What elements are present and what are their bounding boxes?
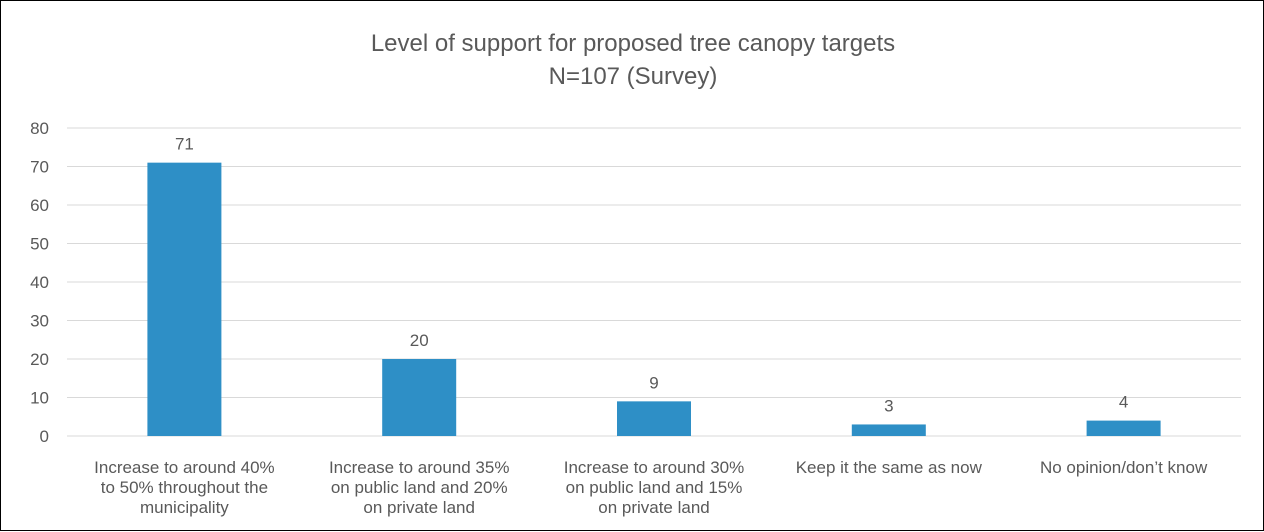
category-label-line: Increase to around 30% (564, 458, 745, 477)
category-label-line: Keep it the same as now (796, 458, 983, 477)
category-label-line: No opinion/don’t know (1040, 458, 1208, 477)
category-label-line: to 50% throughout the (101, 478, 268, 497)
chart-subtitle: N=107 (Survey) (549, 63, 718, 90)
gridlines (67, 127, 1241, 437)
chart-title: Level of support for proposed tree canop… (371, 30, 895, 57)
data-labels: 71 20 9 3 4 (175, 135, 1128, 416)
bars (147, 162, 1161, 436)
category-label-line: Increase to around 40% (94, 458, 275, 477)
category-label-line: on public land and 15% (566, 478, 743, 497)
category-label-line: Increase to around 35% (329, 458, 510, 477)
data-label: 20 (410, 331, 429, 350)
y-tick-label: 80 (30, 119, 49, 138)
category-label: Keep it the same as now (796, 458, 983, 477)
category-label-line: on private land (363, 498, 475, 517)
category-label-line: municipality (140, 498, 229, 517)
data-label: 4 (1119, 393, 1128, 412)
y-tick-label: 50 (30, 235, 49, 254)
y-tick-label: 10 (30, 389, 49, 408)
data-label: 9 (649, 373, 658, 392)
bar (1086, 420, 1161, 436)
y-axis-ticks: 0 10 20 30 40 50 60 70 80 (30, 119, 49, 446)
bar (147, 162, 222, 436)
y-tick-label: 70 (30, 158, 49, 177)
y-tick-label: 0 (40, 427, 49, 446)
y-tick-label: 60 (30, 196, 49, 215)
category-label: Increase to around 35% on public land and… (329, 458, 510, 517)
category-labels: Increase to around 40% to 50% throughout … (94, 458, 1208, 517)
category-label-line: on public land and 20% (331, 478, 508, 497)
bar (851, 424, 926, 436)
data-label: 3 (884, 396, 893, 415)
category-label: Increase to around 40% to 50% throughout … (94, 458, 275, 517)
category-label-line: on private land (598, 498, 710, 517)
y-tick-label: 40 (30, 273, 49, 292)
y-tick-label: 30 (30, 312, 49, 331)
bar (617, 401, 691, 436)
category-label: Increase to around 30% on public land and… (564, 458, 745, 517)
bar (382, 359, 457, 436)
category-label: No opinion/don’t know (1040, 458, 1208, 477)
y-tick-label: 20 (30, 350, 49, 369)
data-label: 71 (175, 135, 194, 154)
